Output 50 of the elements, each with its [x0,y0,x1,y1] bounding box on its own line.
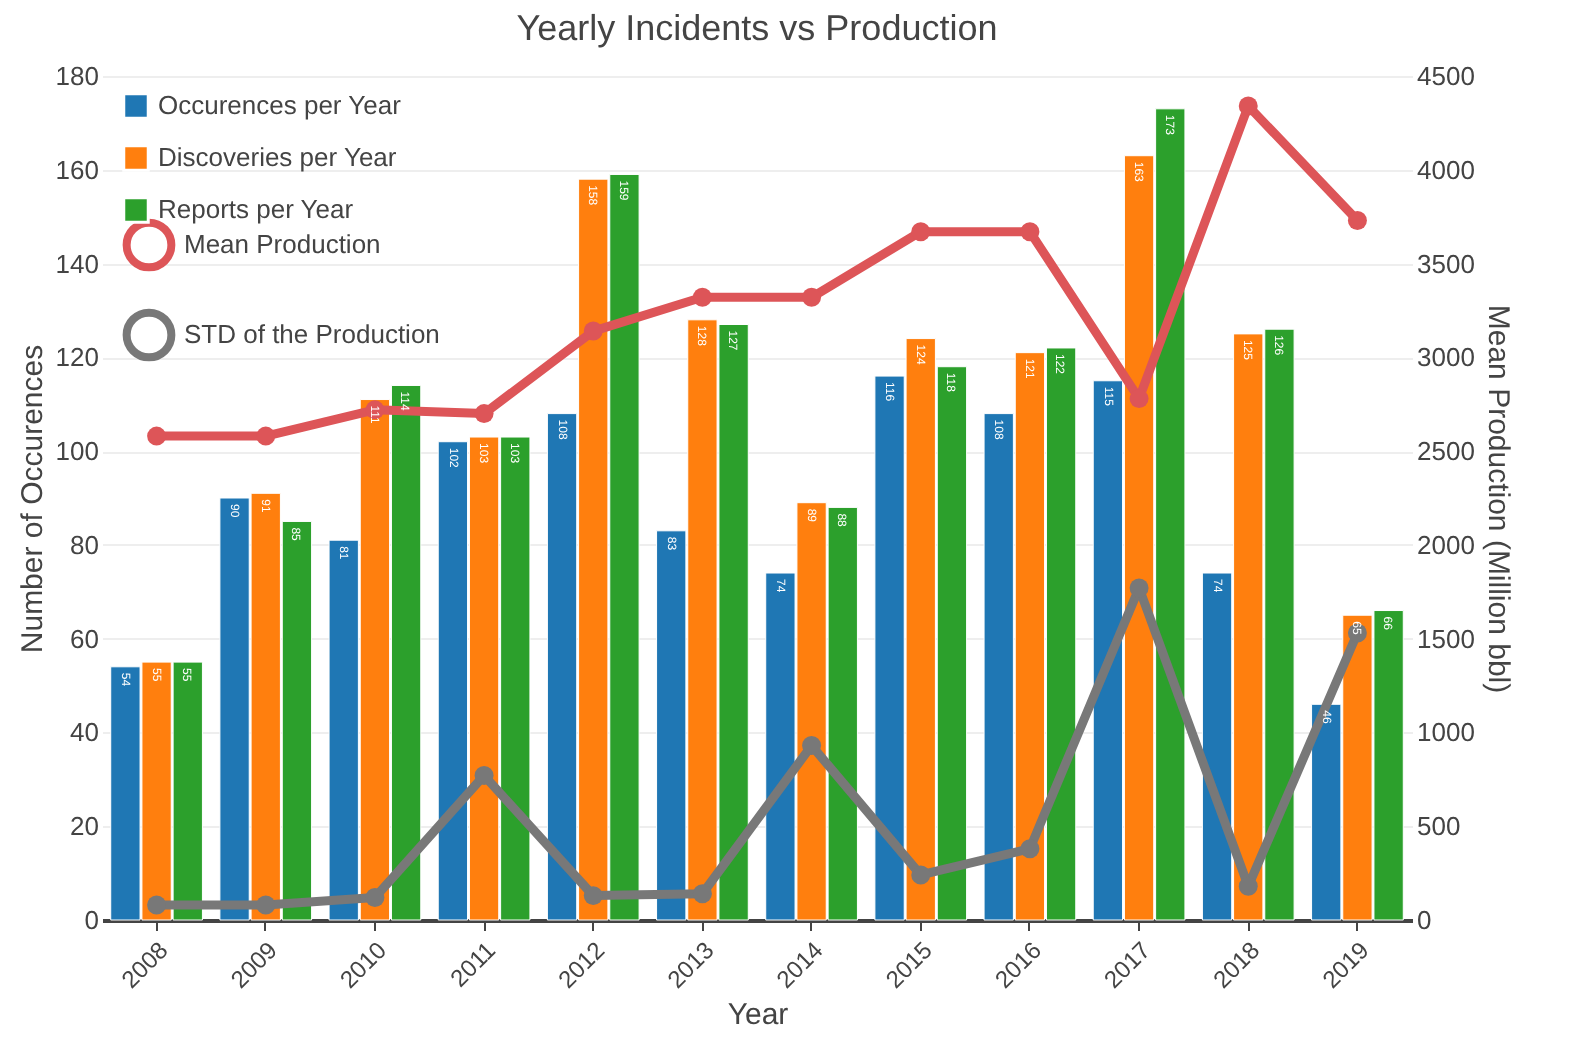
y2-tick-label: 2500 [1417,436,1475,467]
chart-title: Yearly Incidents vs Production [516,8,998,48]
y-tick-label: 100 [55,436,99,467]
y2-tick-label: 4500 [1417,61,1475,91]
point [1129,389,1149,409]
y-tick-label: 40 [70,717,99,748]
y2-tick-label: 3000 [1417,342,1475,373]
point [147,426,167,446]
point [911,865,931,885]
legend-label: Discoveries per Year [158,142,398,172]
point [474,766,494,786]
y2-tick-label: 3500 [1417,248,1475,279]
x-axis-title: Year [727,998,789,1033]
point [256,895,276,915]
point [1129,578,1149,598]
point [583,321,603,341]
point [256,426,276,446]
y-tick-label: 0 [84,905,99,935]
y2-tick-label: 500 [1417,811,1461,842]
legend-label: STD of the Production [184,319,440,349]
point [474,404,494,424]
legend-label: Mean Production [184,229,381,259]
y2-tick-label: 1500 [1417,623,1475,654]
point [802,287,822,307]
y2-tick-label: 2000 [1417,529,1475,560]
y-axis-title: Number of Occurences [15,344,50,654]
point [692,287,712,307]
y-tick-label: 180 [55,61,99,91]
point [692,884,712,904]
y-tick-label: 60 [70,623,99,654]
y-tick-label: 160 [55,154,99,185]
y2-tick-label: 0 [1417,905,1432,935]
point [911,222,931,242]
point [1020,222,1040,242]
point [583,886,603,906]
legend-label: Reports per Year [158,194,355,224]
y-tick-label: 120 [55,342,99,373]
legend-label: Occurences per Year [158,90,403,120]
point [1347,210,1367,230]
y-tick-label: 20 [70,811,99,842]
point [1238,96,1258,116]
y2-tick-label: 1000 [1417,717,1475,748]
point [147,895,167,915]
y2-tick-label: 4000 [1417,154,1475,185]
point [802,736,822,756]
y-tick-label: 140 [55,248,99,279]
y2-axis-title: Mean Production (Million bbl) [1480,304,1515,694]
point [1020,839,1040,859]
point [365,888,385,907]
y-tick-label: 80 [70,529,99,560]
